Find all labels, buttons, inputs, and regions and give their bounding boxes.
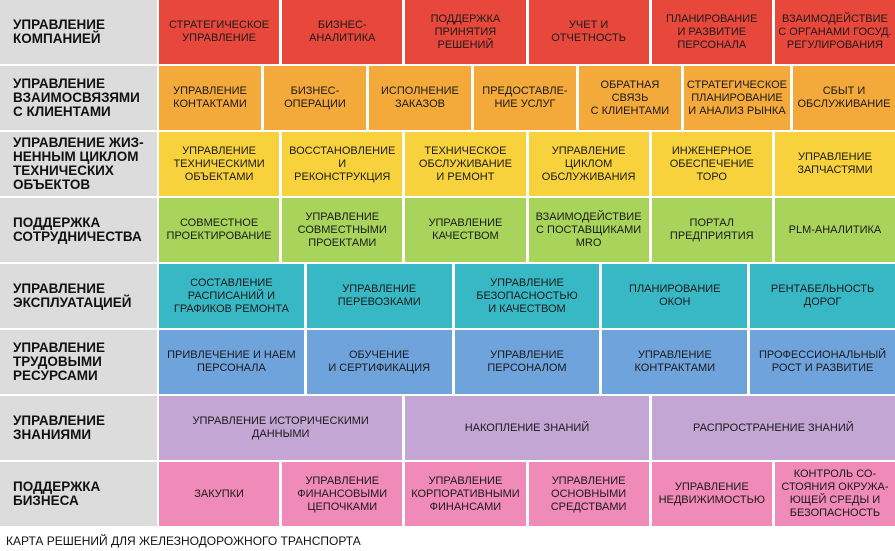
solution-cell: БИЗНЕС- ОПЕРАЦИИ [263, 66, 366, 130]
solution-cell: РЕНТАБЕЛЬНОСТЬ ДОРОГ [750, 264, 895, 328]
solution-cell: ПОДДЕРЖКА ПРИНЯТИЯ РЕШЕНИЙ [405, 0, 526, 64]
category-row: ПОДДЕРЖКА БИЗНЕСА ЗАКУПКИ УПРАВЛЕНИЕ ФИНАН… [0, 462, 895, 526]
solution-cell: КОНТРОЛЬ СО- СТОЯНИЯ ОКРУЖА- ЮЩЕЙ СРЕДЫ … [774, 462, 895, 526]
category-row: УПРАВЛЕНИЕ ЖИЗ- НЕННЫМ ЦИКЛОМ ТЕХНИЧЕСКИ… [0, 132, 895, 196]
solution-cell: БИЗНЕС-АНАЛИТИКА [282, 0, 403, 64]
solution-cell: СБЫТ И ОБСЛУЖИВАНИЕ [793, 66, 895, 130]
solution-cell: УПРАВЛЕНИЕ СОВМЕСТНЫМИ ПРОЕКТАМИ [282, 198, 403, 262]
solution-cells: УПРАВЛЕНИЕ КОНТАКТАМИ БИЗНЕС- ОПЕРАЦИИ ИСП… [159, 66, 895, 130]
solution-cell: СТРАТЕГИЧЕСКОЕ ПЛАНИРОВАНИЕ И АНАЛИЗ РЫН… [683, 66, 791, 130]
solution-cell: ТЕХНИЧЕСКОЕ ОБСЛУЖИВАНИЕ И РЕМОНТ [405, 132, 526, 196]
solution-cell: ВОССТАНОВЛЕНИЕ И РЕКОНСТРУКЦИЯ [282, 132, 403, 196]
solution-cell: ПОРТАЛ ПРЕДПРИЯТИЯ [651, 198, 772, 262]
solution-cell: ОБУЧЕНИЕ И СЕРТИФИКАЦИЯ [306, 330, 452, 394]
figure-caption: КАРТА РЕШЕНИЙ ДЛЯ ЖЕЛЕЗНОДОРОЖНОГО ТРАНС… [6, 534, 361, 548]
solution-cell: СОСТАВЛЕНИЕ РАСПИСАНИЙ И ГРАФИКОВ РЕМОНТ… [159, 264, 304, 328]
category-title: УПРАВЛЕНИЕ КОМПАНИЕЙ [0, 0, 157, 64]
solution-cell: УПРАВЛЕНИЕ КОРПОРАТИВНЫМИ ФИНАНСАМИ [405, 462, 526, 526]
category-row: УПРАВЛЕНИЕ ЭКСПЛУАТАЦИЕЙ СОСТАВЛЕНИЕ РАСП… [0, 264, 895, 328]
solution-cell: УПРАВЛЕНИЕ КОНТРАКТАМИ [602, 330, 748, 394]
category-row: УПРАВЛЕНИЕ ЗНАНИЯМИ УПРАВЛЕНИЕ ИСТОРИЧЕСК… [0, 396, 895, 460]
solution-cell: УПРАВЛЕНИЕ ИСТОРИЧЕСКИМИ ДАННЫМИ [159, 396, 403, 460]
solution-cells: УПРАВЛЕНИЕ ИСТОРИЧЕСКИМИ ДАННЫМИ НАКОПЛЕН… [159, 396, 895, 460]
solution-cell: РАСПРОСТРАНЕНИЕ ЗНАНИЙ [651, 396, 895, 460]
solution-cell: СОВМЕСТНОЕ ПРОЕКТИРОВАНИЕ [159, 198, 280, 262]
category-title: УПРАВЛЕНИЕ ЖИЗ- НЕННЫМ ЦИКЛОМ ТЕХНИЧЕСКИ… [0, 132, 157, 196]
category-title: УПРАВЛЕНИЕ ТРУДОВЫМИ РЕСУРСАМИ [0, 330, 157, 394]
solution-cells: ПРИВЛЕЧЕНИЕ И НАЕМ ПЕРСОНАЛА ОБУЧЕНИЕ И С… [159, 330, 895, 394]
solution-cell: УПРАВЛЕНИЕ КОНТАКТАМИ [159, 66, 261, 130]
solution-cell: ОБРАТНАЯ СВЯЗЬ С КЛИЕНТАМИ [578, 66, 681, 130]
solution-cells: СОВМЕСТНОЕ ПРОЕКТИРОВАНИЕ УПРАВЛЕНИЕ СОВМ… [159, 198, 895, 262]
solution-cell: ПРЕДОСТАВЛЕ- НИЕ УСЛУГ [473, 66, 576, 130]
solution-cell: НАКОПЛЕНИЕ ЗНАНИЙ [405, 396, 649, 460]
category-title: УПРАВЛЕНИЕ ЭКСПЛУАТАЦИЕЙ [0, 264, 157, 328]
solution-cell: ИСПОЛНЕНИЕ ЗАКАЗОВ [368, 66, 471, 130]
category-title: ПОДДЕРЖКА СОТРУДНИЧЕСТВА [0, 198, 157, 262]
solution-cells: СТРАТЕГИЧЕСКОЕ УПРАВЛЕНИЕ БИЗНЕС-АНАЛИТИК… [159, 0, 895, 64]
category-title: УПРАВЛЕНИЕ ВЗАИМОСВЯЗЯМИ С КЛИЕНТАМИ [0, 66, 157, 130]
solution-cell: ПЛАНИРОВАНИЕ И РАЗВИТИЕ ПЕРСОНАЛА [651, 0, 772, 64]
solution-cells: СОСТАВЛЕНИЕ РАСПИСАНИЙ И ГРАФИКОВ РЕМОНТ… [159, 264, 895, 328]
solution-cell: ПЛАНИРОВАНИЕ ОКОН [602, 264, 748, 328]
category-title: УПРАВЛЕНИЕ ЗНАНИЯМИ [0, 396, 157, 460]
solution-cell: ИНЖЕНЕРНОЕ ОБЕСПЕЧЕНИЕ ТОРО [651, 132, 772, 196]
solution-cell: УЧЕТ И ОТЧЕТНОСТЬ [528, 0, 649, 64]
solution-cell: УПРАВЛЕНИЕ ПЕРСОНАЛОМ [454, 330, 600, 394]
solution-cell: УПРАВЛЕНИЕ КАЧЕСТВОМ [405, 198, 526, 262]
category-row: УПРАВЛЕНИЕ ТРУДОВЫМИ РЕСУРСАМИ ПРИВЛЕЧЕНИ… [0, 330, 895, 394]
category-row: УПРАВЛЕНИЕ КОМПАНИЕЙ СТРАТЕГИЧЕСКОЕ УПРАВ… [0, 0, 895, 64]
category-row: ПОДДЕРЖКА СОТРУДНИЧЕСТВА СОВМЕСТНОЕ ПРОЕК… [0, 198, 895, 262]
solution-cell: УПРАВЛЕНИЕ НЕДВИЖИМОСТЬЮ [651, 462, 772, 526]
solution-cell: ВЗАИМОДЕЙСТВИЕ С ОРГАНАМИ ГОСУД. РЕГУЛИР… [774, 0, 895, 64]
solution-cell: СТРАТЕГИЧЕСКОЕ УПРАВЛЕНИЕ [159, 0, 280, 64]
solution-cell: ПРОФЕССИОНАЛЬНЫЙ РОСТ И РАЗВИТИЕ [750, 330, 895, 394]
solution-cell: ПРИВЛЕЧЕНИЕ И НАЕМ ПЕРСОНАЛА [159, 330, 304, 394]
solution-cell: УПРАВЛЕНИЕ ПЕРЕВОЗКАМИ [306, 264, 452, 328]
solution-cells: УПРАВЛЕНИЕ ТЕХНИЧЕСКИМИ ОБЪЕКТАМИ ВОССТАН… [159, 132, 895, 196]
solution-cell: УПРАВЛЕНИЕ БЕЗОПАСНОСТЬЮ И КАЧЕСТВОМ [454, 264, 600, 328]
solution-cell: УПРАВЛЕНИЕ ЗАПЧАСТЯМИ [774, 132, 895, 196]
solution-cell: УПРАВЛЕНИЕ ТЕХНИЧЕСКИМИ ОБЪЕКТАМИ [159, 132, 280, 196]
solution-cell: УПРАВЛЕНИЕ ЦИКЛОМ ОБСЛУЖИВАНИЯ [528, 132, 649, 196]
solution-cell: ЗАКУПКИ [159, 462, 280, 526]
solution-cell: УПРАВЛЕНИЕ ФИНАНСОВЫМИ ЦЕПОЧКАМИ [282, 462, 403, 526]
solution-cell: ВЗАИМОДЕЙСТВИЕ С ПОСТАВЩИКАМИ MRO [528, 198, 649, 262]
category-title: ПОДДЕРЖКА БИЗНЕСА [0, 462, 157, 526]
solution-cell: PLM-АНАЛИТИКА [774, 198, 895, 262]
solution-cell: УПРАВЛЕНИЕ ОСНОВНЫМИ СРЕДСТВАМИ [528, 462, 649, 526]
category-row: УПРАВЛЕНИЕ ВЗАИМОСВЯЗЯМИ С КЛИЕНТАМИ УПРА… [0, 66, 895, 130]
solution-cells: ЗАКУПКИ УПРАВЛЕНИЕ ФИНАНСОВЫМИ ЦЕПОЧКАМИ У… [159, 462, 895, 526]
